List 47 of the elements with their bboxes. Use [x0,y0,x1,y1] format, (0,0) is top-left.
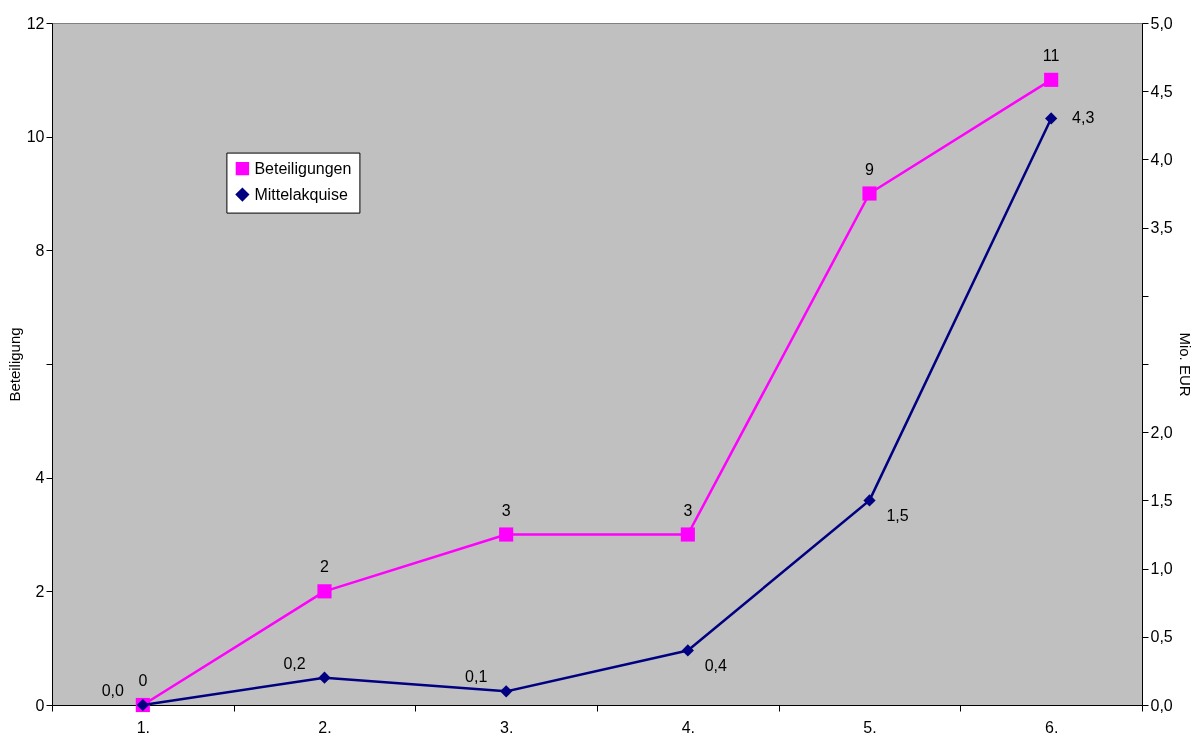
data-label: 3 [683,501,693,519]
y-axis-title: Beteiligung [5,327,23,402]
y-tick-label: 12 [26,14,45,32]
legend-label: Mittelakquise [254,185,348,203]
point [499,527,514,542]
legend-label: Beteiligungen [254,159,352,177]
point [681,644,694,657]
y2-axis-title: Mio. EUR [1176,332,1194,397]
x-tick-label: 6. [1044,718,1059,736]
point [318,671,331,684]
data-label: 0,0 [101,682,125,699]
y-tick-label: 4 [35,469,45,487]
data-label: 0,2 [283,654,306,672]
point [1045,112,1058,125]
data-label: 0,4 [704,657,728,675]
point [317,584,332,599]
x-tick-label: 4. [681,718,696,736]
point [680,527,695,542]
point [862,186,877,201]
data-label: 0,1 [465,668,488,686]
point [863,494,876,507]
x-tick-label: 2. [318,718,332,736]
y-tick-label: 8 [35,241,45,259]
y2-tick-label: 0,0 [1150,696,1173,714]
y-tick-label: 10 [26,128,45,146]
y2-tick-label: 5,0 [1150,14,1173,32]
y2-tick-label: 4,5 [1150,82,1173,100]
point [500,685,513,698]
x-tick-label: 3. [499,718,514,736]
y-tick-label: 2 [35,582,45,600]
point [1044,72,1059,87]
y2-tick-label: 2,0 [1150,423,1173,441]
data-label: 1,5 [886,507,909,525]
x-tick-label: 1. [136,718,151,736]
y2-tick-label: 1,0 [1150,560,1173,578]
y2-tick-label: 1,5 [1150,491,1173,509]
data-label: 0 [138,672,148,689]
data-label: 3 [501,501,511,519]
y2-tick-label: 0,5 [1150,628,1173,646]
y2-tick-label: 3,5 [1150,219,1173,237]
y2-tick-label: 4,0 [1150,150,1173,168]
data-label: 4,3 [1072,109,1095,127]
y-tick-label: 0 [35,696,45,714]
x-tick-label: 5. [863,718,877,736]
data-label: 11 [1042,46,1060,64]
data-label: 2 [320,558,330,576]
data-label: 9 [865,160,875,178]
